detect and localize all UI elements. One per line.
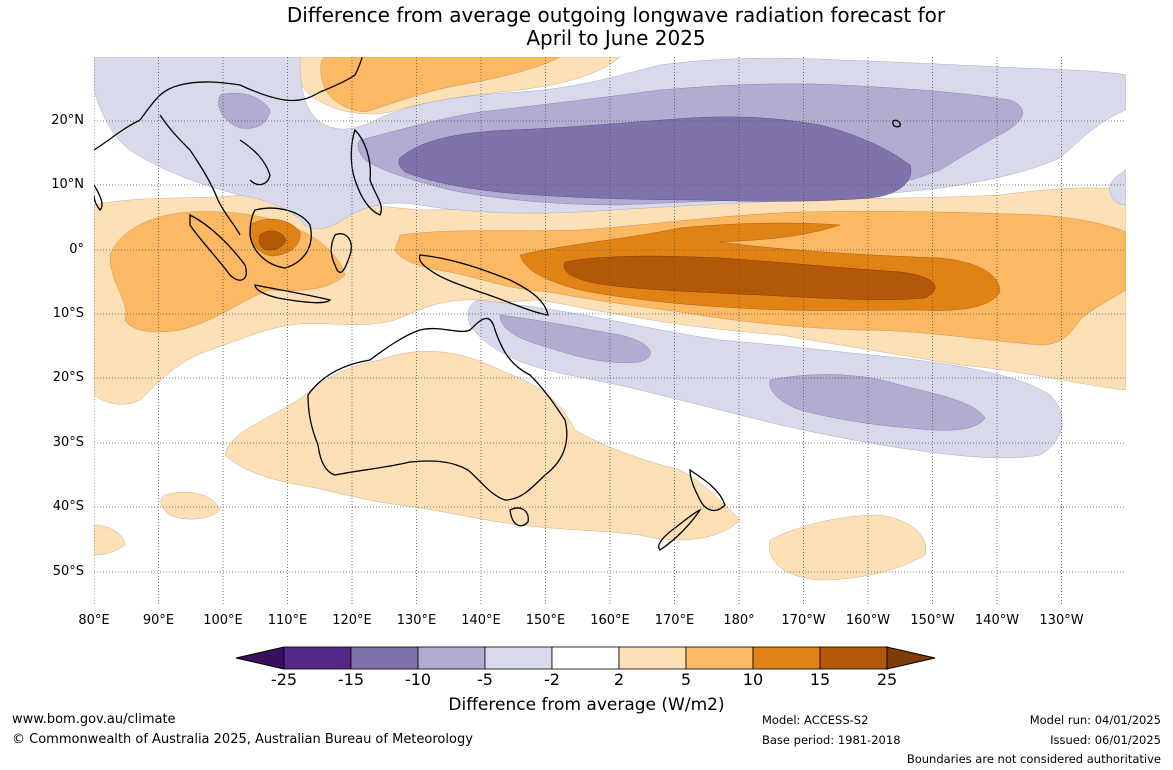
issued-text: Issued: 06/01/2025: [1050, 733, 1161, 747]
latitude-label: 30°S: [52, 435, 84, 450]
colorbar-extend-high: [886, 646, 936, 670]
colorbar: [235, 646, 936, 670]
longitude-label: 150°E: [525, 613, 566, 628]
longitude-label: 130°E: [396, 613, 437, 628]
coastline-new-zealand: [658, 468, 726, 551]
longitude-label: 170°E: [654, 613, 695, 628]
positive-anomaly-5-10-north: [320, 57, 561, 113]
positive-anomaly-2-5-australia: [224, 351, 741, 541]
coastlines: [94, 57, 901, 551]
graticule: [94, 57, 1126, 604]
colorbar-tick-label: 2: [613, 670, 625, 689]
latitude-label: 40°S: [52, 499, 84, 514]
latitude-label: 50°S: [52, 564, 84, 579]
model-text: Model: ACCESS-S2: [762, 713, 869, 727]
coastline-hawaii: [892, 119, 901, 128]
colorbar-bin: [618, 646, 687, 670]
model-run-text: Model run: 04/01/2025: [1029, 713, 1161, 727]
colorbar-tick-label: -10: [404, 670, 432, 689]
longitude-label: 150°W: [910, 613, 955, 628]
coastline-australia: [307, 317, 568, 501]
colorbar-tick-label: 10: [742, 670, 764, 689]
longitude-label: 110°E: [267, 613, 308, 628]
longitude-label: 130°W: [1039, 613, 1084, 628]
positive-anomaly-15-25-borneo: [258, 230, 287, 251]
colorbar-extend-low: [235, 646, 285, 670]
colorbar-bin: [484, 646, 553, 670]
website-link[interactable]: www.bom.gov.au/climate: [12, 712, 176, 727]
longitude-label: 180°: [723, 613, 755, 628]
positive-anomaly-2-5-southern-blob: [160, 492, 221, 520]
colorbar-bin: [752, 646, 821, 670]
base-period-text: Base period: 1981-2018: [762, 733, 901, 747]
copyright-text: © Commonwealth of Australia 2025, Austra…: [12, 732, 473, 747]
coastline-india: [94, 184, 103, 211]
latitude-label: 10°S: [52, 306, 84, 321]
coastline-java: [254, 284, 332, 304]
latitude-label: 20°N: [51, 113, 84, 128]
colorbar-bin: [350, 646, 419, 670]
longitude-label: 160°E: [590, 613, 630, 628]
positive-anomaly-15-25-pacific: [563, 255, 936, 300]
positive-anomaly-2-5-southwest: [94, 524, 126, 556]
negative-anomaly-5-10-south: [499, 314, 986, 431]
coastline-asia: [94, 57, 363, 236]
colorbar-bin: [283, 646, 352, 670]
disclaimer-text: Boundaries are not considered authoritat…: [906, 752, 1161, 766]
colorbar-tick-label: -5: [477, 670, 493, 689]
colorbar-bin: [551, 646, 620, 670]
negative-anomaly-2-5-east: [1109, 169, 1126, 206]
colorbar-label: Difference from average (W/m2): [448, 695, 725, 715]
colorbar-tick-label: 15: [809, 670, 831, 689]
negative-anomaly-5-10-asia: [218, 92, 271, 129]
colorbar-tick-label: 5: [680, 670, 692, 689]
coastline-borneo: [249, 207, 312, 269]
colorbar-bin: [685, 646, 754, 670]
positive-anomaly-2-5-south-pacific: [769, 514, 927, 581]
latitude-label: 0°: [69, 242, 84, 257]
map-field: [94, 57, 1126, 604]
colorbar-bin: [417, 646, 486, 670]
longitude-label: 100°E: [203, 613, 243, 628]
coastline-new-guinea: [418, 254, 549, 316]
map-title: Difference from average outgoing longwav…: [0, 4, 1173, 50]
longitude-label: 170°W: [781, 613, 826, 628]
longitude-label: 80°E: [78, 613, 110, 628]
colorbar-bin: [819, 646, 888, 670]
longitude-label: 160°W: [845, 613, 891, 628]
coastline-tasmania: [509, 507, 529, 527]
colorbar-tick-label: -2: [544, 670, 560, 689]
longitude-label: 140°W: [974, 613, 1020, 628]
colorbar-tick-label: 25: [876, 670, 898, 689]
longitude-label: 120°E: [332, 613, 372, 628]
coastline-sumatra: [189, 213, 247, 281]
longitude-label: 90°E: [142, 613, 175, 628]
longitude-label: 140°E: [461, 613, 501, 628]
title-line-1: Difference from average outgoing longwav…: [286, 3, 946, 27]
colorbar-tick-label: -15: [337, 670, 365, 689]
negative-anomaly-10-15-north-pacific: [398, 116, 912, 202]
title-line-2: April to June 2025: [526, 26, 706, 50]
latitude-label: 20°S: [52, 370, 84, 385]
colorbar-tick-label: -25: [270, 670, 298, 689]
latitude-label: 10°N: [51, 177, 84, 192]
